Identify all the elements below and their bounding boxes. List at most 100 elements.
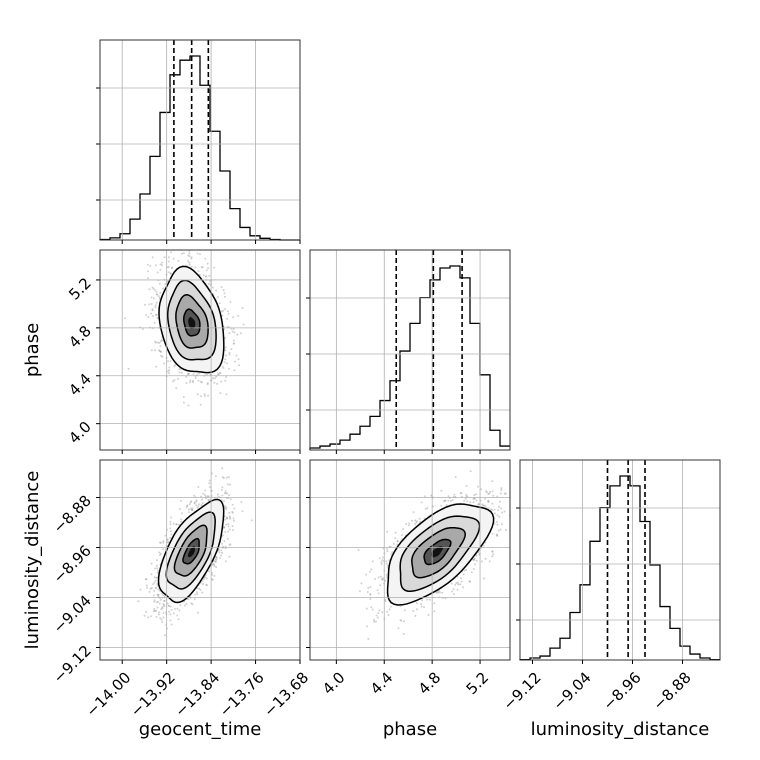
scatter-point (250, 519, 253, 522)
scatter-point (207, 282, 210, 285)
scatter-point (162, 541, 165, 544)
scatter-point (198, 587, 201, 590)
scatter-point (207, 394, 210, 397)
scatter-point (222, 526, 225, 529)
scatter-point (160, 354, 163, 357)
scatter-point (197, 379, 200, 382)
scatter-point (375, 620, 377, 623)
scatter-point (432, 505, 435, 508)
scatter-point (197, 270, 200, 273)
scatter-point (199, 380, 202, 383)
scatter-point (177, 523, 180, 526)
scatter-point (214, 561, 217, 563)
scatter-point (452, 588, 455, 591)
scatter-point (225, 523, 228, 526)
scatter-point (159, 345, 162, 348)
scatter-point (161, 607, 164, 610)
contour-line (182, 537, 200, 565)
scatter-point (224, 490, 227, 493)
scatter-point (158, 350, 161, 353)
scatter-point (141, 328, 144, 330)
scatter-point (159, 541, 162, 544)
scatter-point (230, 348, 233, 351)
scatter-point (193, 494, 196, 497)
scatter-point (155, 576, 158, 579)
scatter-point (214, 560, 217, 563)
scatter-point (169, 530, 172, 533)
scatter-point (209, 486, 212, 489)
scatter-point (157, 569, 159, 572)
scatter-point (229, 300, 232, 303)
scatter-point (153, 600, 156, 603)
scatter-point (196, 506, 199, 509)
scatter-point (191, 509, 194, 512)
scatter-point (154, 567, 157, 570)
scatter-point (215, 558, 218, 561)
scatter-point (227, 523, 230, 526)
contour-line (157, 498, 225, 604)
scatter-point (162, 548, 165, 551)
scatter-point (162, 603, 165, 606)
scatter-point (203, 393, 206, 396)
scatter-point (465, 493, 468, 496)
scatter-point (163, 362, 166, 365)
scatter-point (187, 373, 190, 376)
scatter-point (155, 365, 158, 368)
scatter-point (219, 371, 222, 374)
scatter-point (402, 528, 405, 530)
scatter-point (156, 600, 159, 603)
scatter-point (218, 372, 221, 375)
scatter-point (216, 382, 219, 385)
scatter-point (465, 568, 467, 571)
scatter-point (414, 523, 417, 525)
scatter-point (147, 616, 150, 619)
scatter-point (153, 608, 156, 610)
scatter-point (231, 510, 234, 513)
scatter-point (205, 577, 208, 580)
scatter-point (196, 393, 199, 396)
scatter-point (204, 576, 206, 578)
scatter-point (403, 609, 406, 612)
scatter-point (206, 382, 209, 385)
scatter-point (226, 492, 229, 495)
scatter-point (147, 277, 150, 280)
scatter-point (223, 295, 226, 298)
scatter-point (226, 362, 228, 365)
scatter-point (149, 615, 152, 618)
scatter-point (156, 606, 159, 609)
scatter-point (168, 366, 171, 369)
scatter-point (193, 598, 196, 601)
scatter-point (164, 283, 167, 286)
scatter-point (217, 373, 219, 376)
scatter-point (226, 317, 229, 320)
scatter-point (226, 517, 229, 520)
panel-geocent-time-vs-phase-frame (99, 249, 301, 451)
scatter-point (195, 500, 198, 503)
density-fill (188, 317, 196, 329)
scatter-point (188, 511, 190, 514)
scatter-point (225, 354, 227, 357)
scatter-point (160, 350, 163, 353)
scatter-point (159, 598, 162, 601)
scatter-point (232, 519, 235, 522)
scatter-point (233, 369, 236, 372)
scatter-point (187, 508, 190, 511)
scatter-point (148, 288, 151, 291)
scatter-point (156, 601, 159, 604)
scatter-point (155, 314, 157, 316)
scatter-point (370, 606, 373, 609)
scatter-point (161, 621, 164, 624)
scatter-point (215, 556, 217, 558)
scatter-point (213, 266, 216, 269)
scatter-point (169, 272, 172, 275)
scatter-point (203, 576, 206, 579)
scatter-point (155, 609, 157, 612)
scatter-point (224, 504, 227, 507)
scatter-point (477, 503, 480, 506)
scatter-point (205, 373, 208, 376)
scatter-point (225, 393, 228, 396)
scatter-point (228, 332, 231, 335)
scatter-point (151, 256, 154, 259)
scatter-point (163, 600, 166, 602)
scatter-point (223, 518, 226, 521)
